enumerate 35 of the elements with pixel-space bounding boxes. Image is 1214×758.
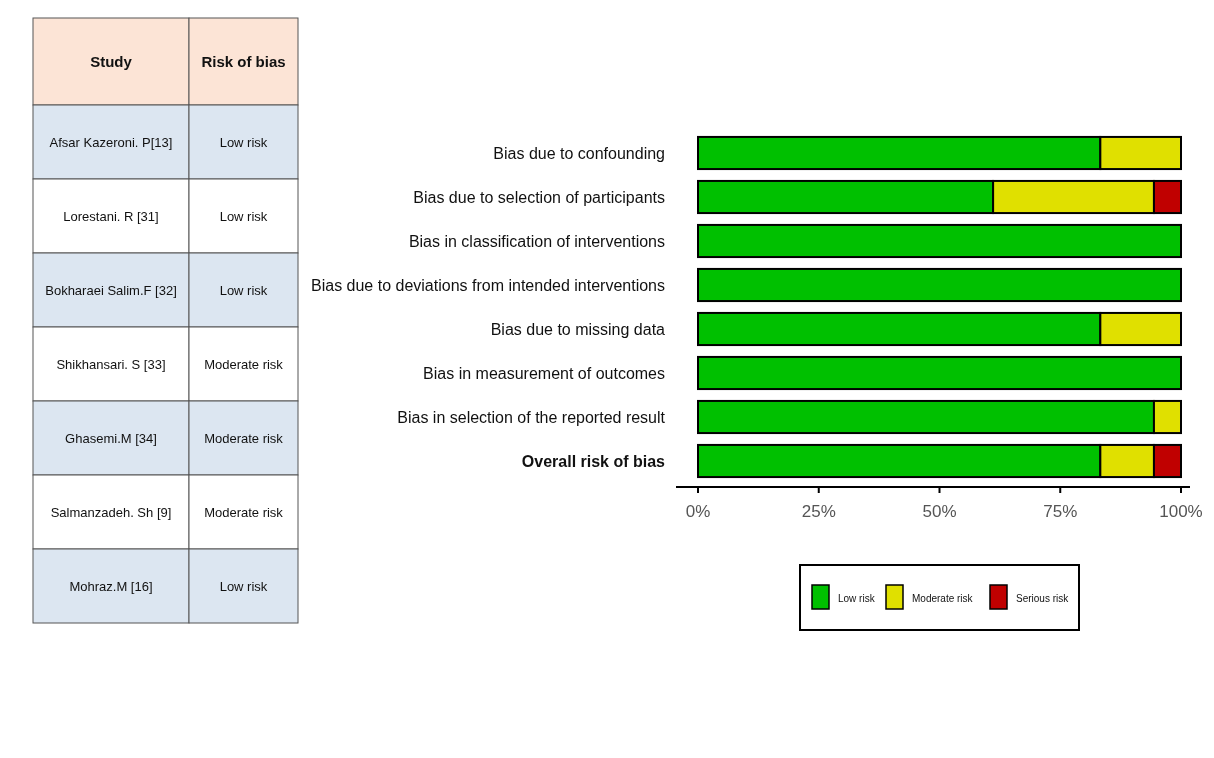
bar: [697, 355, 1182, 391]
y-tick-label: Bias due to confounding: [493, 144, 665, 162]
text: Afsar Kazeroni. P[13]: [49, 134, 173, 150]
text: Shikhansari. S [33]: [56, 356, 166, 372]
legend-label: Serious risk: [1016, 592, 1070, 604]
text: Moderate risk: [204, 356, 284, 372]
y-tick-label: Bias due to missing data: [490, 320, 666, 338]
text: Ghasemi.M [34]: [65, 430, 157, 446]
text: Bokharaei Salim.F [32]: [45, 282, 177, 298]
y-tick-label: Bias due to selection of participants: [413, 188, 665, 206]
y-tick-label: Bias in measurement of outcomes: [423, 364, 665, 382]
text: Mohraz.M [16]: [69, 578, 153, 594]
text: Lorestani. R [31]: [63, 208, 159, 224]
y-tick-label: Bias in selection of the reported result: [397, 408, 666, 426]
text: Moderate risk: [204, 504, 284, 520]
y-tick-label: Bias in classification of interventions: [408, 232, 665, 250]
text: Salmanzadeh. Sh [9]: [50, 504, 172, 520]
x-tick-label: 25%: [801, 502, 836, 521]
y-tick-label: Bias due to deviations from intended interventions: [311, 276, 665, 294]
text: Moderate risk: [204, 430, 284, 446]
legend-label: Low risk: [838, 592, 876, 604]
bar: [697, 267, 1182, 303]
text: Study: [90, 53, 133, 70]
text: Risk of bias: [201, 53, 286, 70]
y-tick-label: Overall risk of bias: [521, 452, 666, 470]
bar: [697, 223, 1182, 259]
x-tick-label: 100%: [1159, 502, 1203, 521]
text: Low risk: [219, 134, 268, 150]
text: Low risk: [219, 208, 268, 224]
x-tick-label: 0%: [685, 502, 711, 521]
text: Low risk: [219, 282, 268, 298]
x-tick-label: 75%: [1043, 502, 1078, 521]
legend-label: Moderate risk: [912, 592, 974, 604]
x-tick-label: 50%: [922, 502, 957, 521]
text: Low risk: [219, 578, 268, 594]
